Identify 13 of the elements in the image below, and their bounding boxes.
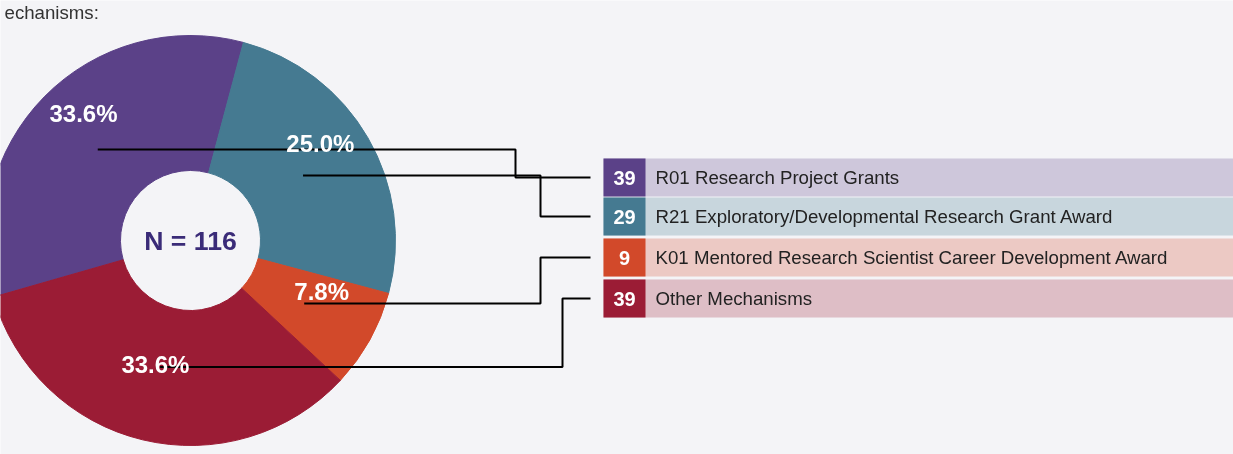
data-label: 33.6% [121, 350, 190, 378]
legend-label: R01 Research Project Grants [655, 167, 900, 188]
text: 39 [613, 166, 636, 189]
data-label: 33.6% [49, 99, 118, 127]
legend-label: Other Mechanisms [655, 288, 813, 309]
legend-label: R21 Exploratory/Developmental Research Grant Award [655, 206, 1113, 227]
chart-title: echanisms: [4, 2, 99, 23]
text: N = 116 [144, 225, 237, 256]
text: 39 [613, 287, 636, 310]
text: 9 [618, 246, 631, 269]
text: 29 [613, 205, 636, 228]
data-label: 7.8% [294, 277, 350, 305]
legend-label: K01 Mentored Research Scientist Career Development Award [655, 247, 1168, 268]
